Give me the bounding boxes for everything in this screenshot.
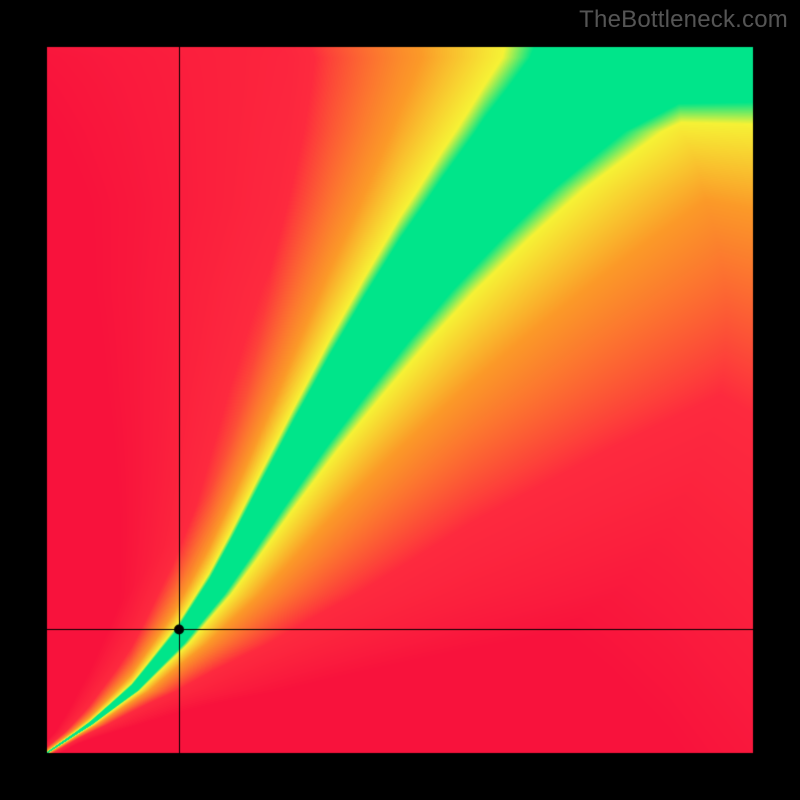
watermark-text: TheBottleneck.com: [579, 6, 788, 34]
chart-container: TheBottleneck.com: [0, 0, 800, 800]
bottleneck-heatmap: [0, 0, 800, 800]
